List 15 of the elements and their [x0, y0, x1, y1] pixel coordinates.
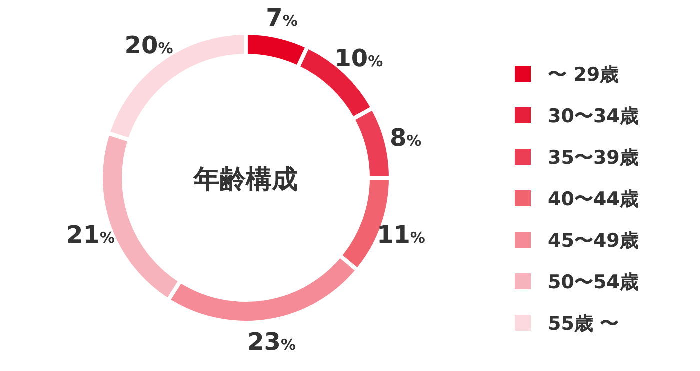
legend-label: 40〜44歳 — [548, 188, 639, 210]
text: 年齢構成 — [193, 165, 298, 195]
data-label: 20% — [124, 32, 174, 60]
data-label: 21% — [66, 220, 115, 249]
data-label: 10% — [334, 44, 384, 73]
data-label: 7% — [266, 4, 298, 32]
legend-label: 〜 29歳 — [548, 64, 620, 86]
data-label: 11% — [377, 220, 426, 249]
legend-label: 55歳 〜 — [548, 313, 620, 335]
legend-label: 35〜39歳 — [548, 147, 639, 169]
data-label: 8% — [390, 124, 422, 152]
legend-label: 45〜49歳 — [548, 230, 639, 252]
legend-label: 30〜34歳 — [548, 106, 639, 128]
data-label: 23% — [248, 328, 296, 356]
legend-label: 50〜54歳 — [548, 272, 639, 294]
